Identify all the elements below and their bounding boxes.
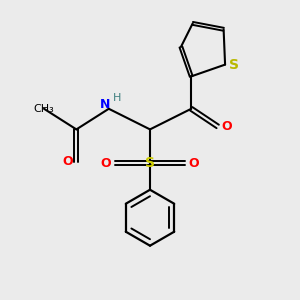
Text: O: O (62, 155, 73, 168)
Text: S: S (229, 58, 239, 72)
Text: H: H (113, 93, 121, 103)
Text: O: O (189, 157, 200, 170)
Text: O: O (221, 120, 232, 133)
Text: N: N (100, 98, 110, 111)
Text: S: S (145, 156, 155, 170)
Text: O: O (100, 157, 111, 170)
Text: CH₃: CH₃ (34, 104, 54, 114)
